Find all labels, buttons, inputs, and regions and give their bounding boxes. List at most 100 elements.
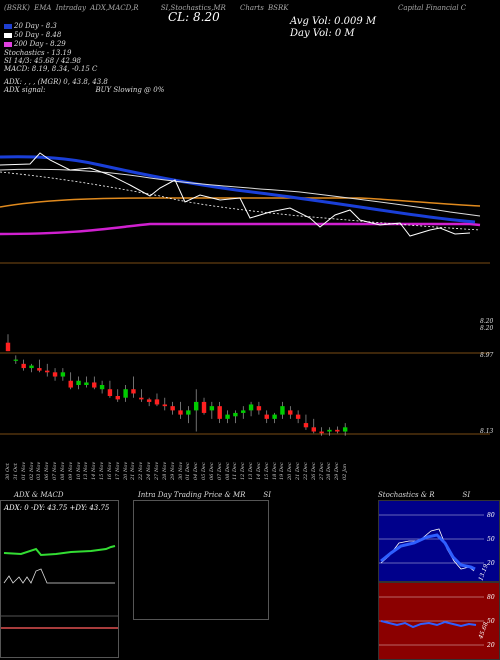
candle-down (295, 414, 301, 419)
candle-down (45, 370, 50, 373)
candle-down (92, 382, 97, 388)
date-tick-label: 24 Nov (146, 461, 153, 480)
date-tick-label: 21 Dec (295, 462, 302, 480)
candle-down (201, 401, 207, 413)
date-tick-label: 20 Nov (122, 461, 129, 480)
date-tick-label: 16 Nov (106, 461, 113, 480)
date-tick-label: 19 Dec (279, 462, 286, 480)
adx-values: ADX: 0 -DY: 43.75 +DY: 43.75 (4, 504, 110, 512)
dotted-line (0, 171, 481, 231)
ma200-line (0, 222, 481, 236)
stoch-title: Stochastics & R SI (378, 491, 471, 499)
rsi-tick-20: 20 (487, 642, 495, 649)
date-tick-label: 26 Dec (310, 462, 317, 480)
legend-ma50: 50 Day - 8.48 (4, 31, 164, 39)
date-tick-label: 04 Dec (193, 462, 200, 480)
date-tick-label: 06 Dec (208, 462, 215, 480)
rsi-svg (379, 596, 484, 646)
candle-up (225, 414, 230, 419)
date-tick-label: 09 Nov (67, 461, 74, 480)
candle-up (272, 414, 277, 419)
date-tick-label: 28 Nov (161, 461, 168, 480)
legend-stoch: Stochastics - 13.19 (4, 49, 72, 57)
stoch-tick-80: 80 (487, 512, 495, 519)
stoch-tick-50: 50 (487, 536, 495, 543)
price-tick-low: 8.13 (480, 428, 494, 435)
candle-down (37, 368, 42, 371)
candle-up (342, 427, 348, 432)
adx-white-line (3, 568, 115, 584)
tag-ema: EMA (34, 4, 52, 12)
candle-down (52, 372, 58, 377)
date-tick-label: 28 Dec (326, 462, 333, 480)
candle-up (233, 412, 238, 417)
date-tick-label: 07 Dec (216, 462, 223, 480)
date-tick-label: 30 Oct (5, 463, 11, 480)
legend-si: SI 14/3: 45.68 / 42.98 (4, 57, 81, 65)
date-tick-label: 22 Nov (138, 461, 145, 480)
date-tick-label: 29 Nov (169, 461, 176, 480)
date-tick-label: 02 Jan (342, 463, 349, 480)
date-tick-label: 27 Nov (153, 461, 160, 480)
candle-up (186, 410, 191, 415)
date-tick-label: 08 Dec (224, 462, 231, 480)
candle-down (178, 410, 183, 415)
candle-down (217, 406, 222, 419)
tag-si: SI,Stochastics,MR (160, 4, 226, 12)
date-tick-label: 29 Dec (334, 462, 341, 480)
stoch-panel: 80 50 20 13.19 (378, 500, 500, 582)
intraday-title: Intra Day Trading Price & MR SI (138, 491, 271, 499)
ma50-line (0, 168, 481, 217)
date-axis: 30 Oct 31 Oct 01 Nov 02 Nov 03 Nov 06 Nov 07 N… (0, 440, 490, 490)
date-tick-label: 11 Dec (232, 462, 239, 480)
date-tick-label: 30 Nov (177, 461, 184, 480)
price-tick-top-1: 8.20 (480, 318, 494, 325)
candle-down (311, 427, 316, 432)
candle-up (84, 382, 89, 385)
date-tick-label: 22 Dec (302, 462, 309, 480)
date-tick-label: 06 Nov (44, 461, 51, 480)
date-tick-label: 20 Dec (287, 462, 294, 480)
stoch-d-line (380, 533, 476, 571)
date-tick-label: 10 Nov (75, 461, 82, 480)
adx-macd-title: ADX & MACD (14, 491, 64, 499)
date-tick-label: 01 Nov (20, 461, 27, 480)
date-tick-label: 12 Dec (240, 462, 247, 480)
date-tick-label: 18 Dec (271, 462, 278, 480)
tag-symbol: BSRK (268, 4, 289, 12)
date-tick-label: 14 Dec (255, 462, 262, 480)
candle-up (76, 380, 81, 385)
candle-down (162, 404, 168, 407)
date-tick-label: 02 Nov (28, 461, 35, 480)
moving-average-chart (0, 152, 490, 264)
legend-adx: ADX: , , , (MGR) 0, 43.8, 43.8 (4, 78, 108, 86)
date-tick-label: 05 Dec (201, 462, 208, 480)
candle-down (288, 410, 293, 415)
candle-up (13, 359, 19, 361)
date-tick-label: 01 Dec (185, 462, 192, 480)
candle-down (264, 414, 269, 419)
candles (5, 334, 348, 436)
candle-down (154, 399, 160, 405)
candle-down (107, 389, 113, 396)
header-tags: (BSRK) EMA Intraday ADX,MACD,R SI,Stocha… (4, 4, 228, 12)
candle-down (5, 342, 11, 352)
date-tick-label: 15 Dec (263, 462, 270, 480)
candle-up (29, 365, 34, 369)
candle-down (303, 423, 309, 428)
candle-up (209, 406, 215, 411)
candle-down (131, 389, 136, 394)
candle-down (319, 431, 324, 434)
tag-company: Capital Financial C (398, 4, 467, 12)
rsi-tick-50: 50 (487, 618, 495, 625)
candle-down (146, 399, 152, 402)
price-line (0, 152, 471, 237)
stoch-k-line (380, 528, 475, 572)
date-tick-label: 15 Nov (99, 461, 106, 480)
intraday-panel (133, 500, 269, 620)
date-tick-label: 03 Nov (36, 461, 43, 480)
candle-up (280, 406, 285, 415)
candle-up (241, 410, 246, 413)
tag-charts: Charts (240, 4, 264, 12)
candle-down (68, 380, 73, 388)
